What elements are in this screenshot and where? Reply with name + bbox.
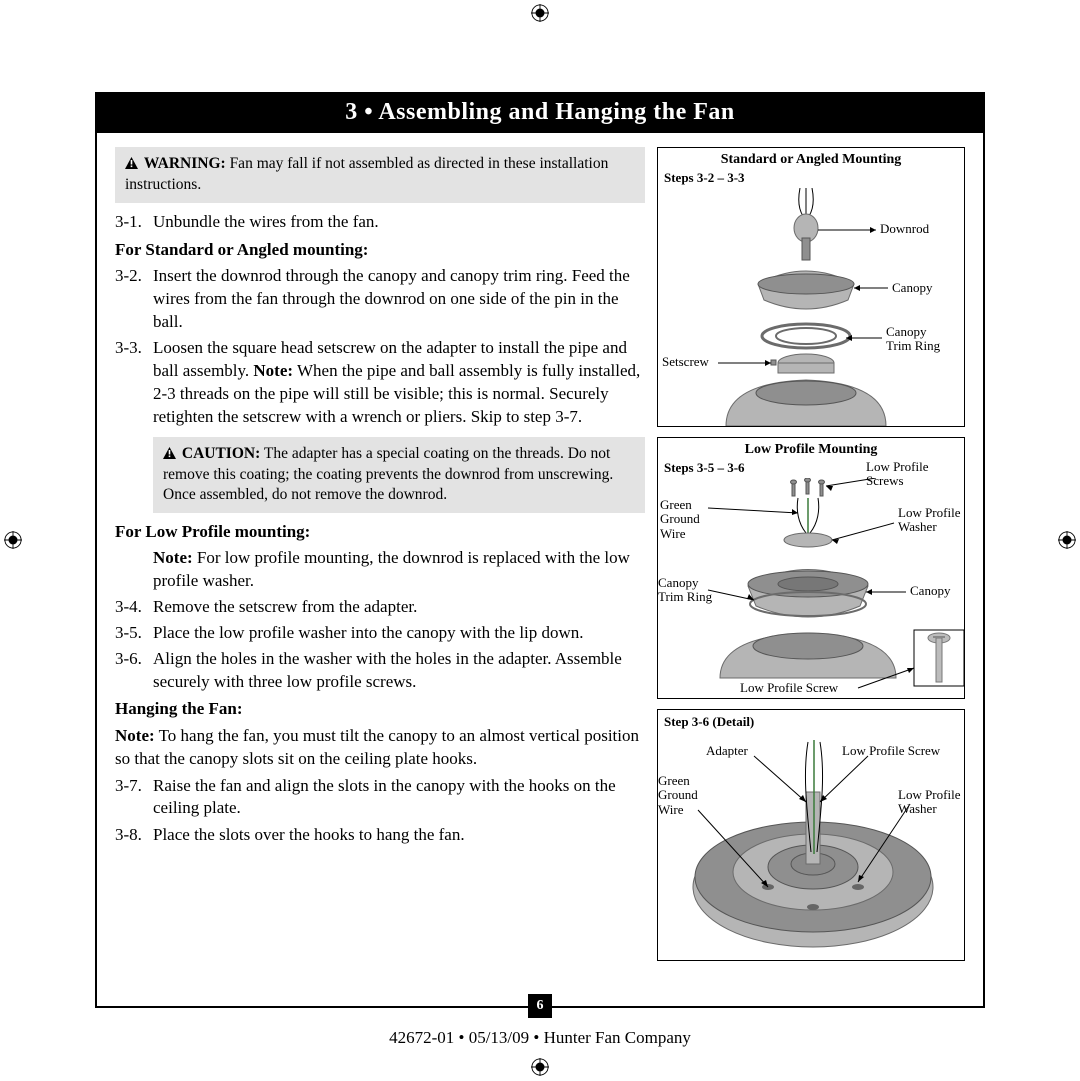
figure-2-body: Low Profile Screws Low Profile Washer Gr…: [658, 478, 964, 738]
figure-detail: Step 3-6 (Detail): [657, 709, 965, 961]
label-ground-wire-3: Green Ground Wire: [658, 774, 698, 817]
registration-mark: [1058, 531, 1076, 549]
instruction-column: WARNING: Fan may fall if not assembled a…: [115, 147, 645, 971]
figure-low-profile: Low Profile Mounting Steps 3-5 – 3-6: [657, 437, 965, 699]
warning-icon: [125, 155, 138, 175]
label-canopy: Canopy: [892, 281, 932, 295]
warning-box: WARNING: Fan may fall if not assembled a…: [115, 147, 645, 203]
label-downrod: Downrod: [880, 222, 929, 236]
label-trim-ring: Canopy Trim Ring: [886, 325, 940, 354]
figure-standard-mounting: Standard or Angled Mounting Steps 3-2 – …: [657, 147, 965, 427]
low-profile-note: Note: For low profile mounting, the down…: [153, 547, 645, 593]
heading-low-profile: For Low Profile mounting:: [115, 521, 645, 544]
page-number: 6: [528, 994, 552, 1018]
label-ground-wire: Green Ground Wire: [660, 498, 700, 541]
caution-icon: [163, 445, 176, 465]
label-setscrew: Setscrew: [662, 355, 709, 369]
warning-label: WARNING:: [144, 155, 226, 172]
step-3-8: 3-8.Place the slots over the hooks to ha…: [115, 824, 645, 847]
label-adapter: Adapter: [706, 744, 748, 758]
registration-mark: [4, 531, 22, 549]
label-lp-washer-3: Low Profile Washer: [898, 788, 960, 817]
footer-text: 42672-01 • 05/13/09 • Hunter Fan Company: [97, 1028, 983, 1048]
section-title: 3 • Assembling and Hanging the Fan: [97, 94, 983, 133]
step-3-1: 3-1.Unbundle the wires from the fan.: [115, 211, 645, 234]
step-3-7: 3-7.Raise the fan and align the slots in…: [115, 775, 645, 821]
step-3-3: 3-3.Loosen the square head setscrew on t…: [115, 337, 645, 429]
label-canopy-2: Canopy: [910, 584, 950, 598]
figure-3-body: Adapter Low Profile Screw Green Ground W…: [658, 732, 964, 982]
step-3-4: 3-4.Remove the setscrew from the adapter…: [115, 596, 645, 619]
figure-1-body: Downrod Canopy Canopy Trim Ring Setscrew: [658, 188, 964, 466]
registration-mark: [531, 1058, 549, 1076]
hanging-note: Note: To hang the fan, you must tilt the…: [115, 725, 645, 771]
label-lp-washer: Low Profile Washer: [898, 506, 960, 535]
content-area: WARNING: Fan may fall if not assembled a…: [97, 133, 983, 971]
figure-column: Standard or Angled Mounting Steps 3-2 – …: [657, 147, 965, 971]
page-frame: 3 • Assembling and Hanging the Fan WARNI…: [95, 92, 985, 1008]
label-trim-ring-2: Canopy Trim Ring: [658, 576, 712, 605]
step-3-2: 3-2.Insert the downrod through the canop…: [115, 265, 645, 334]
caution-label: CAUTION:: [182, 445, 260, 462]
caution-box: CAUTION: The adapter has a special coati…: [153, 437, 645, 513]
registration-mark: [531, 4, 549, 22]
label-lp-screws: Low Profile Screws: [866, 460, 964, 489]
step-3-6: 3-6.Align the holes in the washer with t…: [115, 648, 645, 694]
step-3-5: 3-5.Place the low profile washer into th…: [115, 622, 645, 645]
label-lp-screw-3: Low Profile Screw: [842, 744, 940, 758]
label-lp-screw: Low Profile Screw: [740, 681, 838, 695]
heading-standard: For Standard or Angled mounting:: [115, 239, 645, 262]
hanging-section: Hanging the Fan: Note: To hang the fan, …: [115, 698, 645, 848]
heading-hanging: Hanging the Fan:: [115, 698, 645, 721]
